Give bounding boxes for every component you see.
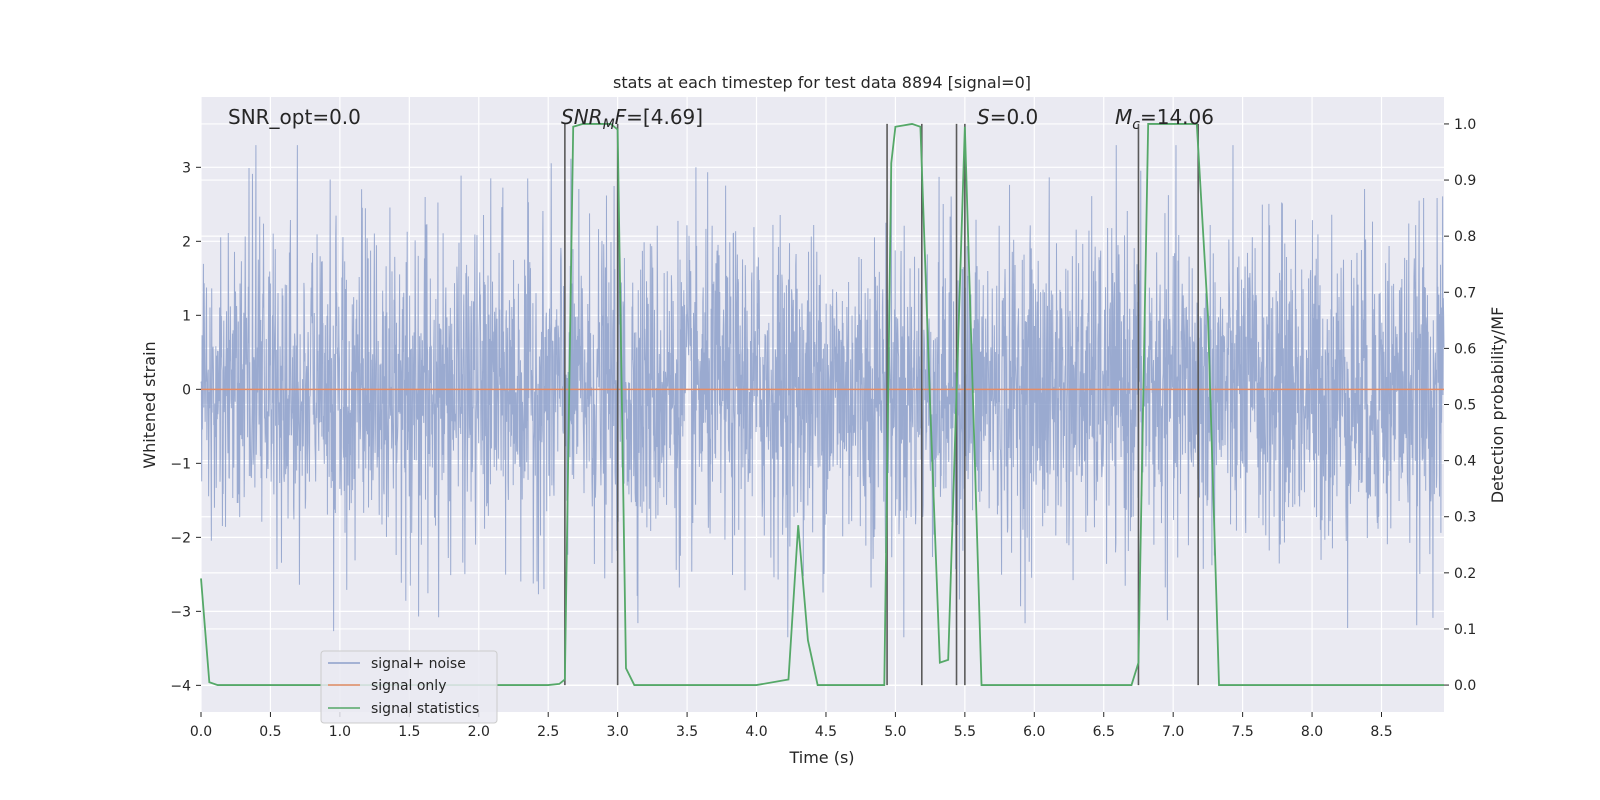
x-tick-label: 4.0 bbox=[745, 724, 767, 740]
y-tick-label-right: 0.8 bbox=[1454, 229, 1476, 245]
y-tick-label-right: 0.2 bbox=[1454, 566, 1476, 582]
y-tick-label-left: 2 bbox=[182, 234, 191, 250]
y-tick-label-left: 1 bbox=[182, 308, 191, 324]
y-tick-label-left: −3 bbox=[170, 604, 191, 620]
y-tick-label-left: 3 bbox=[182, 160, 191, 176]
annotation-snr-mf: SNRMF=[4.69] bbox=[561, 105, 703, 133]
y-tick-label-left: −2 bbox=[170, 530, 191, 546]
y-tick-label-left: 0 bbox=[182, 382, 191, 398]
x-tick-label: 8.5 bbox=[1370, 724, 1392, 740]
x-tick-label: 0.5 bbox=[259, 724, 281, 740]
statistics-line bbox=[200, 123, 1444, 686]
y-tick-label-right: 0.4 bbox=[1454, 454, 1476, 470]
y-tick-label-right: 0.7 bbox=[1454, 285, 1476, 301]
y-tick-label-right: 0.5 bbox=[1454, 398, 1476, 414]
y-tick-label-right: 1.0 bbox=[1454, 117, 1476, 133]
x-tick-label: 5.0 bbox=[884, 724, 906, 740]
x-tick-label: 0.0 bbox=[190, 724, 212, 740]
x-tick-label: 2.5 bbox=[537, 724, 559, 740]
x-tick-label: 1.0 bbox=[329, 724, 351, 740]
x-tick-label: 4.5 bbox=[815, 724, 837, 740]
noise-line bbox=[200, 145, 1445, 638]
y-tick-label-right: 0.0 bbox=[1454, 678, 1476, 694]
y-tick-label-left: −4 bbox=[170, 678, 191, 694]
x-tick-labels: 0.0 0.5 1.0 1.5 2.0 2.5 3.0 3.5 4.0 4.5 5.0 5.5 6.0 6… bbox=[190, 712, 1393, 740]
x-tick-label: 7.0 bbox=[1162, 724, 1184, 740]
y-tick-label-right: 0.6 bbox=[1454, 341, 1476, 357]
x-axis-label: Time (s) bbox=[788, 748, 854, 767]
y-tick-label-left: −1 bbox=[170, 456, 191, 472]
y-tick-label-right: 0.3 bbox=[1454, 510, 1476, 526]
x-tick-label: 3.0 bbox=[607, 724, 629, 740]
y-axis-label-left: Whitened strain bbox=[140, 341, 159, 468]
legend: signal+ noise signal only signal statist… bbox=[320, 650, 498, 724]
annotation-s: S=0.0 bbox=[977, 105, 1038, 129]
x-tick-label: 1.5 bbox=[398, 724, 420, 740]
annotation-snr-opt: SNR_opt=0.0 bbox=[228, 105, 361, 129]
x-tick-label: 7.5 bbox=[1231, 724, 1253, 740]
chart-title: stats at each timestep for test data 889… bbox=[613, 73, 1031, 92]
x-tick-label: 6.0 bbox=[1023, 724, 1045, 740]
legend-label-noise: signal+ noise bbox=[371, 656, 466, 672]
y-axis-label-right: Detection probability/MF bbox=[1488, 307, 1507, 504]
y-tick-label-right: 0.9 bbox=[1454, 173, 1476, 189]
y-tick-labels-left: 3 2 1 0 −1 −2 −3 −4 bbox=[170, 160, 201, 694]
series-signal-statistics bbox=[200, 123, 1444, 686]
y-tick-label-right: 0.1 bbox=[1454, 622, 1476, 638]
x-tick-label: 3.5 bbox=[676, 724, 698, 740]
x-tick-label: 6.5 bbox=[1093, 724, 1115, 740]
annotation-mc: Mc=14.06 bbox=[1115, 105, 1214, 133]
x-tick-label: 8.0 bbox=[1301, 724, 1323, 740]
legend-label-signal: signal only bbox=[371, 678, 446, 694]
x-tick-label: 2.0 bbox=[468, 724, 490, 740]
legend-label-statistics: signal statistics bbox=[371, 701, 479, 717]
legend-box bbox=[320, 650, 498, 724]
x-tick-label: 5.5 bbox=[954, 724, 976, 740]
series-signal-plus-noise bbox=[200, 145, 1445, 638]
y-tick-labels-right: 1.0 0.9 0.8 0.7 0.6 0.5 0.4 0.3 0.2 0.1 0.0 bbox=[1444, 117, 1476, 694]
